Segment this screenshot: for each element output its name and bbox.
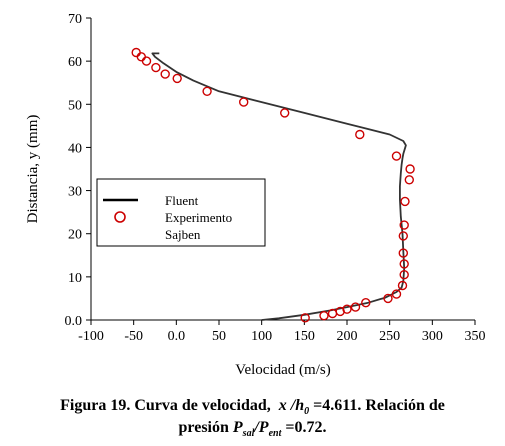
x-tick-label: -50 xyxy=(124,329,143,344)
fluent-series xyxy=(151,52,407,321)
y-tick-label: 70 xyxy=(68,12,82,27)
caption-p1: P xyxy=(232,419,243,436)
experimento-point xyxy=(399,259,409,269)
y-tick-label: 40 xyxy=(68,141,82,156)
experimento-point xyxy=(131,47,141,58)
experimento-point xyxy=(361,298,371,308)
caption-line2-prefix: presión xyxy=(178,419,229,436)
experimento-point xyxy=(141,56,152,66)
experimento-point xyxy=(399,220,409,230)
y-tick-label: 60 xyxy=(68,55,82,70)
caption-suffix: =4.611. Relación de xyxy=(313,397,445,414)
legend-experimento-label: Experimento xyxy=(165,210,232,225)
caption-p2: P xyxy=(258,419,269,436)
experimento-point xyxy=(300,313,310,323)
experimento-point xyxy=(238,97,249,107)
experimento-point xyxy=(350,302,361,312)
experimento-point xyxy=(391,289,402,299)
experimento-point xyxy=(280,108,290,118)
x-tick-label: 100 xyxy=(251,329,272,344)
experimento-point xyxy=(202,86,212,97)
caption-xh-sub: 0 xyxy=(304,406,310,418)
x-tick-label: 250 xyxy=(379,329,400,344)
ticks: -100 -50 0.0 50 100 150 200 250 300 350 0.0 10 20 30 4… xyxy=(65,12,486,344)
legend-experimento-marker xyxy=(114,211,126,223)
caption-p2-sub: ent xyxy=(268,428,282,440)
y-tick-label: 20 xyxy=(68,228,82,243)
y-tick-label: 0.0 xyxy=(65,314,83,329)
legend: Fluent Experimento Sajben xyxy=(96,178,266,247)
x-tick-label: 350 xyxy=(465,329,486,344)
figure-caption-line1: Figura 19. Curva de velocidad, x /h0 =4.… xyxy=(0,397,505,417)
experimento-point xyxy=(391,151,402,161)
experimento-point xyxy=(397,280,408,291)
experimento-point xyxy=(342,304,352,314)
legend-fluent-label: Fluent xyxy=(165,193,199,208)
experimento-point xyxy=(383,293,393,304)
x-tick-label: 200 xyxy=(337,329,358,344)
axes xyxy=(90,18,475,321)
x-axis-title: Velocidad (m/s) xyxy=(235,362,330,378)
experimento-point xyxy=(400,196,410,207)
y-axis-title: Distancia, y (mm) xyxy=(25,115,41,224)
fluent-line xyxy=(151,52,407,321)
figure-caption-line2: presión Psal/Pent =0.72. xyxy=(178,419,327,440)
experimento-point xyxy=(319,311,329,321)
experimento-point xyxy=(355,129,365,140)
experimento-point xyxy=(404,175,414,185)
experimento-point xyxy=(160,69,170,79)
experimento-point xyxy=(399,270,409,280)
x-tick-label: -100 xyxy=(78,329,104,344)
experimento-point xyxy=(405,164,415,174)
y-tick-label: 50 xyxy=(68,98,82,113)
legend-sajben-label: Sajben xyxy=(165,227,201,242)
y-tick-label: 10 xyxy=(68,271,82,286)
experimento-series xyxy=(131,47,415,323)
y-tick-label: 30 xyxy=(68,185,82,200)
caption-xh: x /h xyxy=(278,397,305,414)
x-tick-label: 50 xyxy=(212,329,226,344)
x-tick-label: 0.0 xyxy=(168,329,186,344)
caption-line2-suffix: =0.72. xyxy=(285,419,327,436)
experimento-point xyxy=(172,73,182,84)
experimento-point xyxy=(398,248,408,258)
caption-prefix: Figura 19. Curva de velocidad, xyxy=(60,397,271,414)
experimento-point xyxy=(136,52,147,62)
legend-box xyxy=(96,178,266,247)
x-tick-label: 150 xyxy=(294,329,315,344)
experimento-point xyxy=(151,62,161,73)
experimento-point xyxy=(398,231,408,241)
caption-p1-sub: sal xyxy=(242,428,255,440)
x-tick-label: 300 xyxy=(422,329,443,344)
velocity-chart: -100 -50 0.0 50 100 150 200 250 300 350 0.0 10 20 30 4… xyxy=(25,12,486,378)
